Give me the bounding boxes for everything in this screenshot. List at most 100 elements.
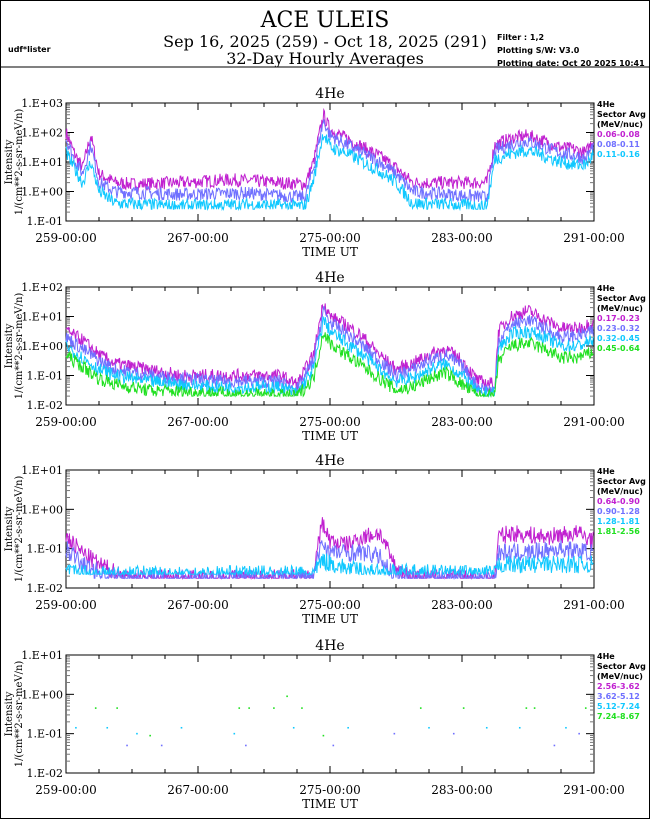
x-tick-label: 267-00:00 — [167, 783, 229, 797]
x-tick-label: 259-00:00 — [35, 415, 97, 429]
legend-heading: Sector Avg — [597, 477, 646, 486]
x-tick-label: 267-00:00 — [167, 231, 229, 245]
x-tick-label: 283-00:00 — [431, 598, 493, 612]
data-point — [452, 732, 455, 735]
panel-title: 4He — [315, 638, 344, 654]
legend-heading: 4He — [597, 652, 615, 661]
data-point — [273, 707, 275, 709]
data-point — [428, 726, 430, 729]
data-point — [419, 707, 422, 709]
x-axis-label: TIME UT — [302, 245, 358, 259]
plot-subtitle: 32-Day Hourly Averages — [226, 49, 424, 68]
plot-date-label: Plotting date: Oct 20 2025 10:41 — [497, 59, 645, 68]
y-axis-label: Intensity — [4, 139, 15, 184]
y-axis-units: 1/(cm**2-s-sr-meV/n) — [14, 109, 25, 216]
udf-lister-label: udf*lister — [8, 45, 51, 54]
data-point — [301, 707, 303, 709]
data-point — [136, 732, 138, 735]
legend-entry: 0.17-0.23 — [597, 314, 640, 323]
x-tick-label: 275-00:00 — [299, 783, 361, 797]
x-tick-label: 267-00:00 — [167, 598, 229, 612]
legend-heading: 4He — [597, 467, 615, 476]
data-point — [553, 744, 556, 747]
y-tick-label: 1.E+00 — [21, 340, 63, 353]
legend-heading: Sector Avg — [597, 110, 646, 119]
x-tick-label: 275-00:00 — [299, 598, 361, 612]
data-point — [462, 707, 465, 709]
data-point — [233, 732, 236, 735]
data-point — [322, 734, 325, 737]
legend-heading: (MeV/nuc) — [597, 487, 643, 496]
date-range: Sep 16, 2025 (259) - Oct 18, 2025 (291) — [163, 32, 487, 51]
data-point — [525, 707, 528, 709]
y-tick-label: 1.E+01 — [21, 649, 63, 662]
series-line-0.23-0.32 — [65, 306, 594, 397]
legend-entry: 0.08-0.11 — [597, 140, 640, 149]
panel-title: 4He — [315, 270, 344, 286]
data-point — [75, 726, 77, 729]
y-tick-label: 1.E+01 — [21, 311, 63, 324]
y-tick-label: 1.E-02 — [27, 582, 63, 595]
plot-title: ACE ULEIS — [260, 8, 390, 33]
x-axis-label: TIME UT — [302, 797, 358, 811]
x-tick-label: 283-00:00 — [431, 415, 493, 429]
legend-heading: Sector Avg — [597, 662, 646, 671]
legend-heading: Sector Avg — [597, 294, 646, 303]
x-tick-label: 283-00:00 — [431, 231, 493, 245]
legend-entry: 0.32-0.45 — [597, 334, 640, 343]
software-label: Plotting S/W: V3.0 — [497, 46, 580, 55]
y-axis-label: Intensity — [4, 323, 15, 368]
x-axis-label: TIME UT — [302, 429, 358, 443]
y-axis-units: 1/(cm**2-s-sr-meV/n) — [14, 661, 25, 768]
legend-entry: 5.12-7.24 — [597, 702, 640, 711]
x-tick-label: 291-00:00 — [563, 231, 625, 245]
legend-heading: (MeV/nuc) — [597, 304, 643, 313]
panel-3: 4He 1.E-02 1.E-01 1.E+00 1.E+01 259-00:00 267-… — [4, 453, 646, 626]
y-axis-label: Intensity — [4, 506, 15, 551]
series-line-0.32-0.45 — [65, 316, 594, 398]
legend-entry: 0.90-1.28 — [597, 507, 640, 516]
x-tick-label: 291-00:00 — [563, 598, 625, 612]
data-point — [245, 744, 247, 747]
y-tick-label: 1.E+02 — [21, 281, 63, 294]
data-point — [106, 726, 109, 729]
legend-entry: 0.06-0.08 — [597, 130, 640, 139]
y-axis-label: Intensity — [4, 691, 15, 736]
legend-heading: 4He — [597, 284, 615, 293]
panel-title: 4He — [315, 86, 344, 102]
data-point — [238, 707, 241, 709]
y-tick-label: 1.E-02 — [27, 767, 63, 780]
legend-heading: (MeV/nuc) — [597, 672, 643, 681]
x-tick-label: 275-00:00 — [299, 415, 361, 429]
data-point — [149, 734, 151, 737]
legend-entry: 7.24-8.67 — [597, 712, 640, 721]
data-point — [286, 695, 288, 698]
y-tick-label: 1.E+01 — [21, 156, 63, 169]
data-point — [116, 707, 118, 709]
data-point — [578, 732, 580, 735]
data-point — [332, 744, 335, 747]
x-tick-label: 259-00:00 — [35, 231, 97, 245]
data-point — [126, 744, 128, 747]
x-tick-label: 267-00:00 — [167, 415, 229, 429]
data-point — [565, 726, 567, 729]
y-tick-label: 1.E-01 — [27, 728, 63, 741]
y-tick-label: 1.E+00 — [21, 688, 63, 701]
data-point — [160, 744, 163, 747]
data-point — [180, 726, 183, 729]
panel-1: 4He 1.E-01 1.E+00 1.E+01 1.E+02 1.E+03 259-00:… — [4, 86, 646, 259]
y-axis-units: 1/(cm**2-s-sr-meV/n) — [14, 293, 25, 400]
x-axis-label: TIME UT — [302, 612, 358, 626]
series-line-0.45-0.64 — [65, 332, 594, 398]
panel-title: 4He — [315, 453, 344, 469]
data-point — [292, 726, 295, 729]
y-tick-label: 1.E-01 — [27, 543, 63, 556]
data-point — [485, 726, 488, 729]
legend-entry: 3.62-5.12 — [597, 692, 640, 701]
series-line-0.11-0.16 — [65, 134, 594, 212]
y-tick-label: 1.E+03 — [21, 97, 63, 110]
